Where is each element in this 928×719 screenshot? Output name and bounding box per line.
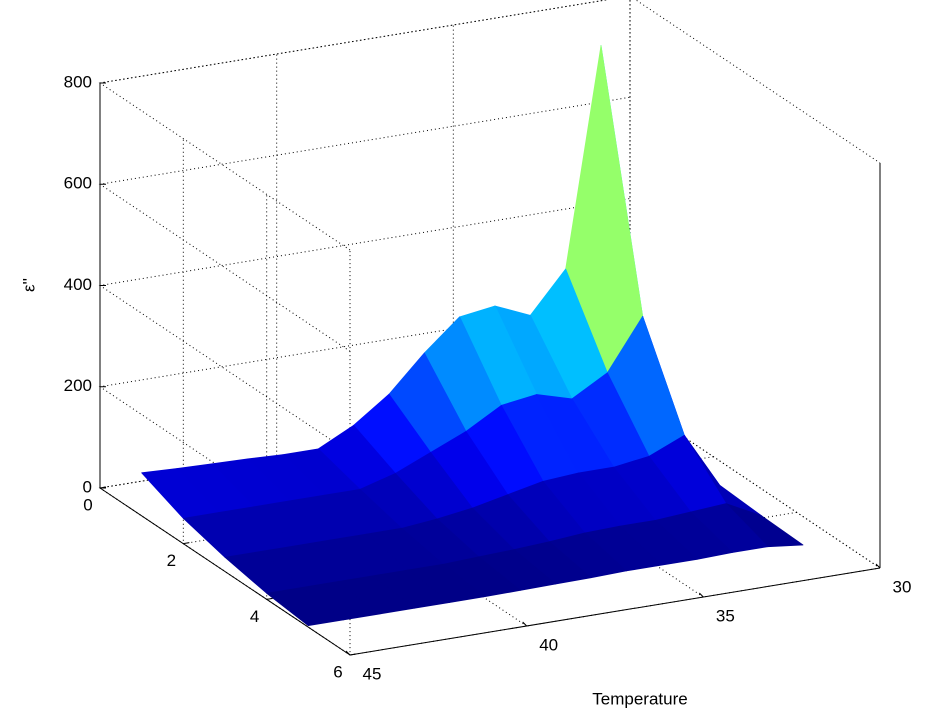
x-tick-label: 30 <box>893 577 912 596</box>
z-axis-label: ε'' <box>19 278 38 292</box>
x-tick <box>698 592 704 598</box>
y-tick-label: 6 <box>333 662 342 681</box>
surface <box>141 45 804 627</box>
y-axis <box>99 487 351 656</box>
z-grid-line <box>98 0 609 251</box>
x-axis-label: Temperature <box>592 689 687 708</box>
y-tick <box>99 486 107 489</box>
y-tick <box>183 542 190 545</box>
axes: 0 200 400 600 800 0 2 4 6 30 35 40 45 <box>64 72 912 683</box>
x-tick-label: 35 <box>716 606 735 625</box>
y-tick <box>266 597 273 600</box>
z-tick-label: 600 <box>64 174 92 193</box>
box-edge <box>99 0 609 84</box>
x-tick <box>875 563 881 569</box>
z-tick-label: 400 <box>64 275 92 294</box>
z-tick-label: 800 <box>64 72 92 91</box>
y-tick <box>349 653 357 656</box>
y-tick-label: 0 <box>83 495 92 514</box>
x-tick <box>522 621 528 627</box>
z-tick-label: 200 <box>64 376 92 395</box>
x-axis <box>349 567 881 656</box>
x-tick <box>345 650 351 656</box>
box-edge <box>635 0 881 164</box>
x-tick-label: 40 <box>539 635 558 654</box>
y-tick-label: 2 <box>167 551 176 570</box>
x-tick-label: 45 <box>363 664 382 683</box>
y-tick-label: 4 <box>250 607 259 626</box>
z-tick-label: 0 <box>83 477 92 496</box>
surface-patch <box>266 587 345 627</box>
